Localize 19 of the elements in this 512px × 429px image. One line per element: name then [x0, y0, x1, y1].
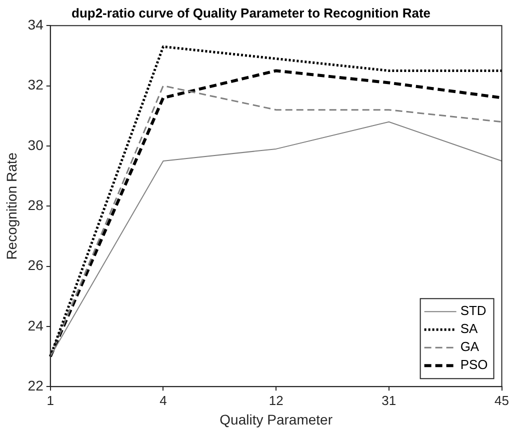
x-tick-label: 45 [494, 392, 510, 408]
x-tick-label: 4 [160, 392, 167, 408]
y-tick-label: 34 [28, 16, 44, 32]
chart-title: dup2-ratio curve of Quality Parameter to Recognition Rate [71, 5, 431, 20]
y-tick-label: 26 [28, 257, 44, 274]
x-tick-label: 31 [382, 392, 396, 408]
x-axis-title: Quality Parameter [220, 411, 333, 428]
y-tick-label: 22 [28, 377, 44, 394]
y-tick-label: 24 [28, 317, 44, 334]
y-axis-title: Recognition Rate [3, 152, 20, 260]
y-tick-label: 32 [28, 76, 44, 93]
y-tick-label: 28 [28, 196, 44, 213]
legend-label: STD [460, 303, 486, 318]
legend-label: SA [460, 321, 478, 336]
x-tick-label: 1 [46, 392, 54, 408]
y-tick-label: 30 [28, 136, 44, 153]
legend-label: GA [460, 339, 480, 354]
legend-label: PSO [460, 357, 488, 372]
x-tick-label: 12 [268, 392, 284, 408]
